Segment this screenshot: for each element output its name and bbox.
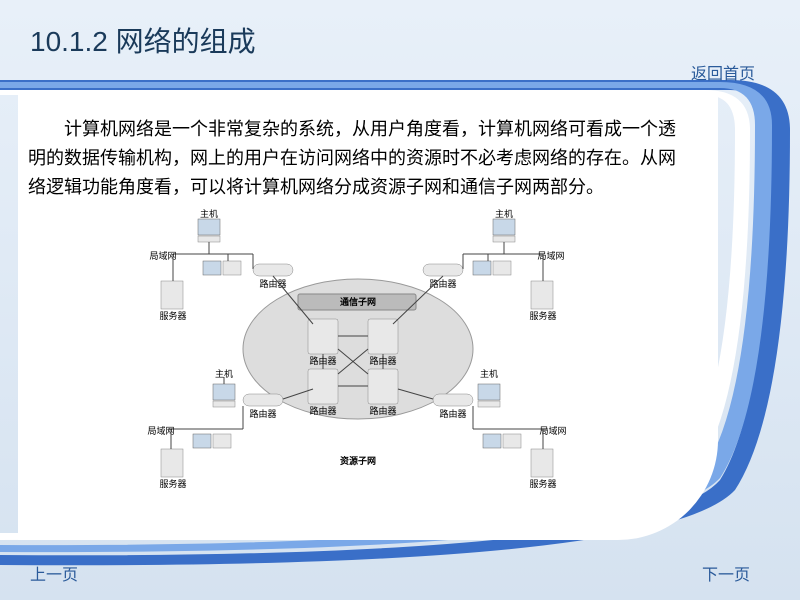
svg-text:路由器: 路由器 xyxy=(429,278,456,289)
comm-subnet-label: 通信子网 xyxy=(340,296,376,307)
content-area: 计算机网络是一个非常复杂的系统，从用户角度看，计算机网络可看成一个透明的数据传输… xyxy=(18,95,718,540)
lan-bottom-right: 主机 局域网 服务器 xyxy=(473,368,567,489)
svg-text:局域网: 局域网 xyxy=(537,250,564,261)
svg-text:路由器: 路由器 xyxy=(369,355,396,366)
svg-text:服务器: 服务器 xyxy=(529,478,556,489)
svg-text:路由器: 路由器 xyxy=(369,405,396,416)
resource-subnet-label: 资源子网 xyxy=(340,455,376,466)
next-page-link[interactable]: 下一页 xyxy=(702,561,750,585)
svg-text:主机: 主机 xyxy=(215,368,233,379)
lan-top-left: 主机 局域网 服务器 xyxy=(149,209,253,321)
svg-text:局域网: 局域网 xyxy=(147,425,174,436)
svg-text:主机: 主机 xyxy=(480,368,498,379)
svg-text:局域网: 局域网 xyxy=(539,425,566,436)
return-home-link[interactable]: 返回首页 xyxy=(691,60,755,84)
svg-text:路由器: 路由器 xyxy=(249,408,276,419)
svg-text:主机: 主机 xyxy=(495,209,513,219)
svg-text:路由器: 路由器 xyxy=(309,355,336,366)
lan-bottom-left: 主机 局域网 服务器 xyxy=(147,368,243,489)
svg-text:服务器: 服务器 xyxy=(159,310,186,321)
prev-page-link[interactable]: 上一页 xyxy=(30,561,78,585)
network-diagram: 通信子网 资源子网 路由器 路由器 路由器 路由器 路由器 路由器 xyxy=(143,209,573,489)
svg-text:路由器: 路由器 xyxy=(439,408,466,419)
svg-text:服务器: 服务器 xyxy=(159,478,186,489)
svg-text:主机: 主机 xyxy=(200,209,218,219)
svg-text:局域网: 局域网 xyxy=(149,250,176,261)
body-paragraph: 计算机网络是一个非常复杂的系统，从用户角度看，计算机网络可看成一个透明的数据传输… xyxy=(28,115,688,201)
lan-top-right: 主机 局域网 服务器 xyxy=(463,209,565,321)
svg-text:服务器: 服务器 xyxy=(529,310,556,321)
svg-text:路由器: 路由器 xyxy=(309,405,336,416)
page-title: 10.1.2 网络的组成 xyxy=(30,20,256,60)
